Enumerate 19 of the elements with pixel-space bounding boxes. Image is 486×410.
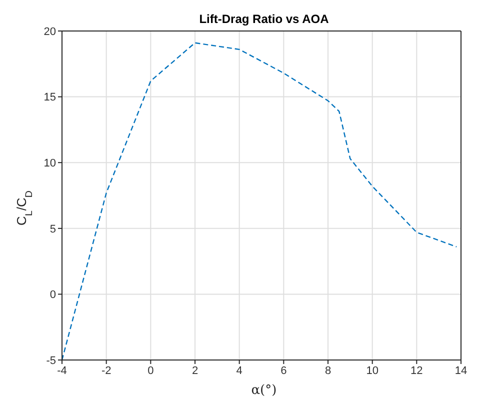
line-series — [62, 42, 458, 360]
chart-title: Lift-Drag Ratio vs AOA — [199, 12, 330, 26]
y-tick-label: 20 — [44, 26, 56, 38]
x-tick-label: 0 — [148, 364, 154, 377]
x-tick-label: 8 — [324, 364, 332, 377]
x-tick-label: 4 — [236, 364, 242, 377]
y-tick-label: -5 — [46, 354, 56, 367]
x-tick-label: 14 — [454, 364, 468, 377]
y-tick-label: 10 — [44, 158, 56, 170]
x-tick-label: -4 — [57, 364, 67, 377]
x-axis-title: α(°) — [251, 383, 277, 398]
x-tick-label: 10 — [366, 364, 378, 377]
x-tick-label: 2 — [192, 364, 198, 377]
y-tick-label: 15 — [44, 92, 56, 104]
y-tick-label: 0 — [50, 289, 56, 302]
x-tick-label: 6 — [280, 364, 287, 377]
y-tick-label: 5 — [50, 223, 56, 236]
x-tick-label: 12 — [410, 364, 423, 377]
x-tick-label: -2 — [101, 364, 112, 377]
